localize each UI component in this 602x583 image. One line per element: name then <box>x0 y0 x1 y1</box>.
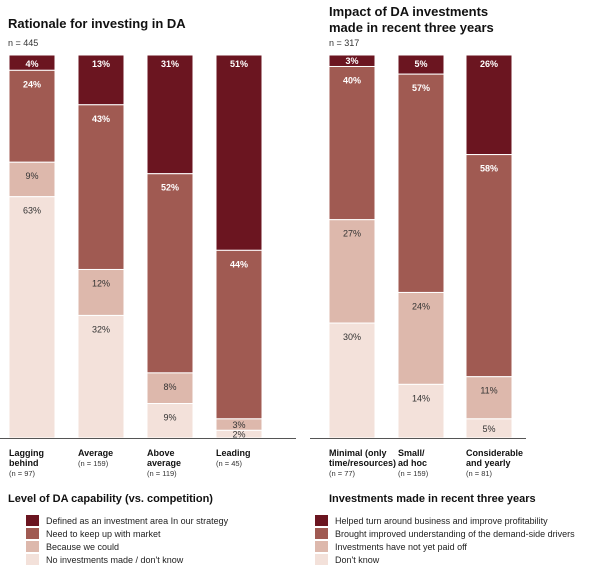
chart-1-category-0-n: (n = 77) <box>329 469 356 478</box>
chart-1-category-0-line-0: Minimal (only <box>329 448 387 458</box>
chart-0-legend-swatch-0 <box>26 515 39 526</box>
chart-1-label-1-1: 57% <box>412 83 430 93</box>
chart-1-label-2-1: 58% <box>480 164 498 174</box>
chart-0-legend-swatch-3 <box>26 554 39 565</box>
chart-0-bar-3-seg-1 <box>215 249 263 420</box>
chart-1-legend-swatch-0 <box>315 515 328 526</box>
chart-0-bar-1-seg-0 <box>77 54 125 106</box>
chart-1-bar-2-seg-1 <box>465 154 513 378</box>
chart-0-legend-swatch-1 <box>26 528 39 539</box>
chart-1-legend-label-2: Investments have not yet paid off <box>335 542 467 552</box>
chart-0-bar-2-seg-1 <box>146 173 194 374</box>
chart-1-label-0-3: 30% <box>343 332 361 342</box>
chart-0-legend-swatch-2 <box>26 541 39 552</box>
chart-0-category-0-line-0: Lagging <box>9 448 44 458</box>
chart-0-legend-title: Level of DA capability (vs. competition) <box>8 493 213 505</box>
chart-1-category-2-line-1: and yearly <box>466 458 511 468</box>
chart-1-category-1-line-1: ad hoc <box>398 458 427 468</box>
chart-1-legend-title: Investments made in recent three years <box>329 493 536 505</box>
chart-1-legend-swatch-2 <box>315 541 328 552</box>
chart-0-label-2-0: 31% <box>161 59 179 69</box>
chart-0-category-3-n: (n = 45) <box>216 459 243 468</box>
chart-0-bar-3-seg-0 <box>215 54 263 251</box>
chart-1-label-0-0: 3% <box>345 56 358 66</box>
chart-1-label-2-2: 11% <box>480 386 497 396</box>
chart-0-label-0-2: 9% <box>25 171 38 181</box>
chart-1-legend-swatch-3 <box>315 554 328 565</box>
chart-0-label-1-2: 12% <box>92 278 110 288</box>
chart-0-bar-0-seg-1 <box>8 69 56 163</box>
chart-1-bar-1-seg-3 <box>397 383 445 439</box>
chart-0-legend-label-0: Defined as an investment area In our str… <box>46 516 229 526</box>
chart-0-label-3-0: 51% <box>230 59 248 69</box>
chart-1-label-0-1: 40% <box>343 75 361 85</box>
chart-1-label-1-2: 24% <box>412 301 430 311</box>
chart-1-category-0-line-1: time/resources) <box>329 458 396 468</box>
chart-1-label-1-0: 5% <box>414 59 427 69</box>
chart-1-legend-label-1: Brought improved understanding of the de… <box>335 529 575 539</box>
chart-0-label-3-3: 2% <box>232 430 245 440</box>
chart-0-category-2-line-1: average <box>147 458 181 468</box>
chart-0-label-1-1: 43% <box>92 114 110 124</box>
chart-0-label-0-1: 24% <box>23 79 41 89</box>
chart-0-category-1-line-0: Average <box>78 448 113 458</box>
chart-1-category-2-n: (n = 81) <box>466 469 493 478</box>
chart-1-legend-swatch-1 <box>315 528 328 539</box>
chart-1-sample-size: n = 317 <box>329 38 359 48</box>
chart-1-category-1-line-0: Small/ <box>398 448 425 458</box>
chart-0-label-1-0: 13% <box>92 59 110 69</box>
chart-0-bar-0-seg-2 <box>8 161 56 198</box>
chart-0-category-1-n: (n = 159) <box>78 459 109 468</box>
chart-0-category-2-n: (n = 119) <box>147 469 177 478</box>
chart-1-category-2-line-0: Considerable <box>466 448 523 458</box>
chart-0-label-1-3: 32% <box>92 324 110 334</box>
chart-0-label-0-3: 63% <box>23 206 41 216</box>
chart-1-label-1-3: 14% <box>412 393 430 403</box>
chart-0-label-2-3: 9% <box>163 413 176 423</box>
chart-1-bar-2-seg-2 <box>465 376 513 420</box>
chart-0-bar-2-seg-0 <box>146 54 194 175</box>
chart-1-label-0-2: 27% <box>343 229 361 239</box>
chart-1-title-line-0: Impact of DA investments <box>329 4 488 19</box>
chart-1-bar-1-seg-1 <box>397 73 445 293</box>
chart-1-bar-0-seg-2 <box>328 219 376 324</box>
chart-1-bar-1-seg-2 <box>397 291 445 385</box>
chart-1-title-line-1: made in recent three years <box>329 20 494 35</box>
chart-0-label-2-1: 52% <box>161 183 179 193</box>
chart-0-legend-label-3: No investments made / don't know <box>46 555 184 565</box>
chart-1-label-2-0: 26% <box>480 59 498 69</box>
chart-1-legend-label-3: Don't know <box>335 555 380 565</box>
chart-1-category-1-n: (n = 159) <box>398 469 429 478</box>
chart-1-bar-2-seg-0 <box>465 54 513 156</box>
chart-0-title-line-0: Rationale for investing in DA <box>8 16 186 31</box>
chart-0-category-0-line-1: behind <box>9 458 39 468</box>
chart-0-category-3-line-0: Leading <box>216 448 251 458</box>
chart-0-bar-1-seg-2 <box>77 268 125 316</box>
chart-0-category-2-line-0: Above <box>147 448 175 458</box>
chart-0-sample-size: n = 445 <box>8 38 38 48</box>
chart-0-label-3-1: 44% <box>230 259 248 269</box>
chart-0-label-2-2: 8% <box>163 382 176 392</box>
chart-0-bar-1-seg-1 <box>77 104 125 270</box>
chart-0-legend-label-2: Because we could <box>46 542 119 552</box>
chart-0-legend-label-1: Need to keep up with market <box>46 529 161 539</box>
chart-0-label-3-2: 3% <box>232 420 245 430</box>
chart-0-bar-0-seg-3 <box>8 196 56 439</box>
chart-0-category-0-n: (n = 97) <box>9 469 36 478</box>
chart-1-legend-label-0: Helped turn around business and improve … <box>335 516 548 526</box>
chart-0-label-0-0: 4% <box>25 59 38 69</box>
chart-1-bar-0-seg-1 <box>328 65 376 221</box>
chart-1-bar-0-seg-3 <box>328 322 376 439</box>
chart-1-label-2-3: 5% <box>482 424 495 434</box>
